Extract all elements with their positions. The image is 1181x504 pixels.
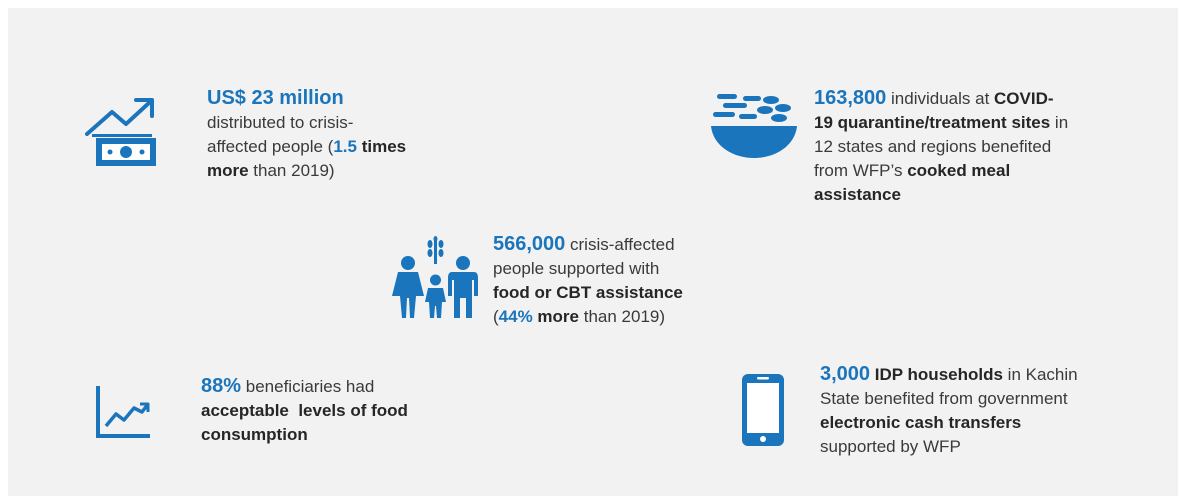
idp-bold-1: IDP households <box>870 365 1003 384</box>
people-count: 566,000 <box>493 233 566 255</box>
covid-bold-4: assistance <box>814 185 901 204</box>
people-paren: ( <box>493 307 499 326</box>
covid-line-1: individuals at <box>886 89 995 108</box>
people-line-2: people supported with <box>493 259 660 278</box>
food-percent: 88% <box>201 375 242 397</box>
people-line-3: than 2019) <box>579 307 666 326</box>
food-line-1: beneficiaries had <box>241 377 375 396</box>
family-icon <box>392 236 478 318</box>
food-bold-2: consumption <box>201 425 308 444</box>
covid-stat-text: 163,800 individuals at COVID- 19 quarant… <box>814 86 1134 207</box>
cash-amount: US$ 23 million <box>207 87 344 109</box>
cash-more: more <box>207 161 249 180</box>
trend-chart-icon <box>96 386 150 438</box>
covid-bold-2: 19 quarantine/treatment sites <box>814 113 1051 132</box>
cash-multiplier: 1.5 <box>333 137 357 156</box>
idp-line-2: State benefited from government <box>820 389 1068 408</box>
food-bold-1: acceptable levels of food <box>201 401 408 420</box>
people-bold-1: food or CBT assistance <box>493 283 683 302</box>
cash-line-1: distributed to crisis- <box>207 113 354 132</box>
food-bowl-icon <box>711 94 797 158</box>
mobile-phone-icon <box>742 374 784 446</box>
idp-line-1: in Kachin <box>1002 365 1078 384</box>
covid-line-4: from WFP’s <box>814 161 908 180</box>
cash-stat-text: US$ 23 million distributed to crisis- af… <box>207 86 467 183</box>
infographic-panel <box>8 8 1178 496</box>
idp-bold-2: electronic cash transfers <box>820 413 1022 432</box>
idp-stat-text: 3,000 IDP households in Kachin State ben… <box>820 362 1140 459</box>
covid-line-3: 12 states and regions benefited <box>814 137 1052 156</box>
covid-bold-3: cooked meal <box>907 161 1011 180</box>
covid-count: 163,800 <box>814 87 887 109</box>
people-more: more <box>532 307 579 326</box>
idp-line-3: supported by WFP <box>820 437 961 456</box>
cash-times: times <box>356 137 407 156</box>
idp-count: 3,000 <box>820 363 871 385</box>
people-stat-text: 566,000 crisis-affected people supported… <box>493 232 753 329</box>
covid-bold-1: COVID- <box>994 89 1054 108</box>
money-growth-icon <box>85 98 156 166</box>
people-line-1: crisis-affected <box>565 235 675 254</box>
cash-line-3: than 2019) <box>248 161 335 180</box>
covid-line-2: in <box>1050 113 1069 132</box>
food-stat-text: 88% beneficiaries had acceptable levels … <box>201 374 481 447</box>
cash-line-2: affected people ( <box>207 137 334 156</box>
people-percent: 44% <box>498 307 533 326</box>
